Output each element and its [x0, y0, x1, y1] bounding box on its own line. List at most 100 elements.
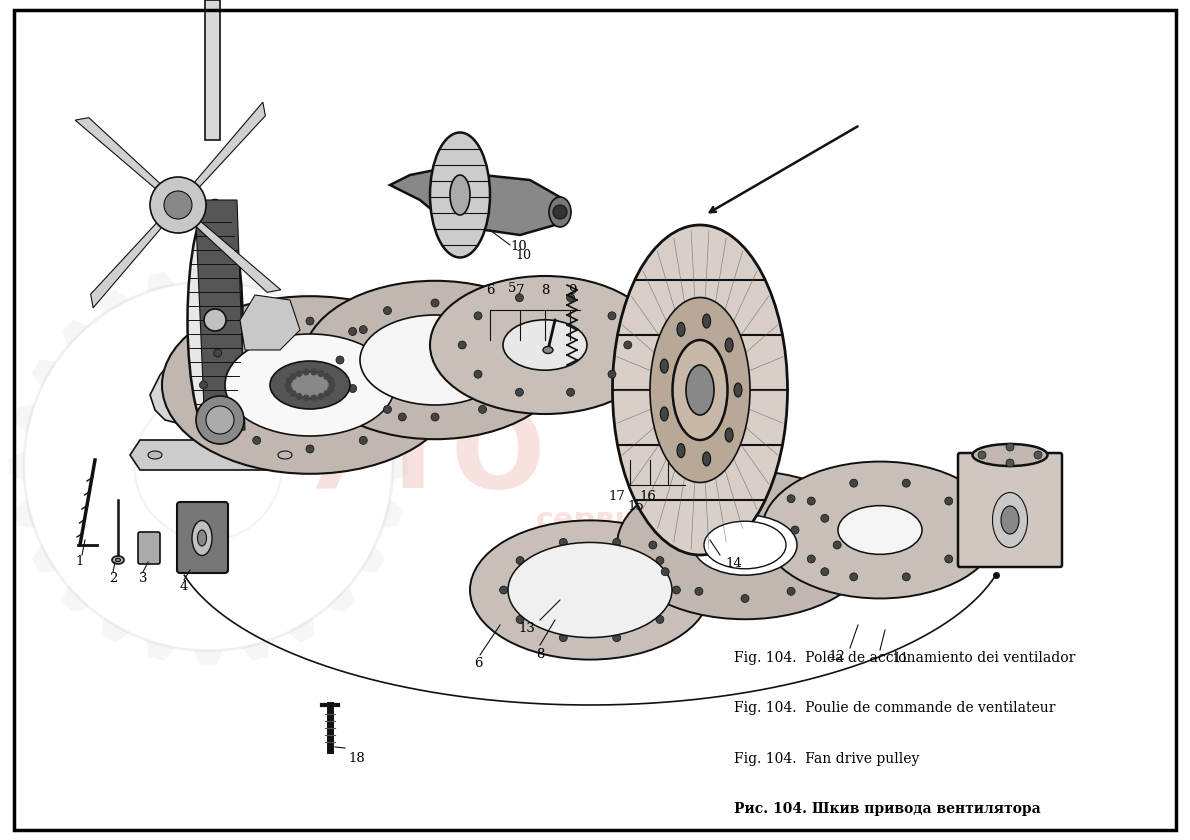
Polygon shape [184, 211, 281, 292]
Circle shape [945, 497, 953, 505]
Ellipse shape [470, 521, 710, 659]
Ellipse shape [115, 559, 120, 562]
Ellipse shape [725, 338, 733, 352]
Ellipse shape [613, 225, 788, 555]
Circle shape [286, 386, 293, 393]
Circle shape [318, 393, 325, 400]
Circle shape [500, 586, 508, 594]
Text: 2: 2 [108, 572, 117, 585]
Polygon shape [242, 640, 270, 661]
Ellipse shape [543, 346, 553, 354]
Circle shape [559, 633, 568, 642]
Ellipse shape [198, 530, 207, 546]
Circle shape [302, 395, 309, 402]
Polygon shape [101, 290, 129, 314]
Polygon shape [32, 545, 56, 573]
Circle shape [302, 369, 309, 375]
Circle shape [656, 557, 664, 564]
Circle shape [741, 595, 749, 602]
Ellipse shape [112, 556, 124, 564]
Polygon shape [361, 360, 384, 387]
Circle shape [289, 373, 296, 380]
Polygon shape [393, 451, 407, 481]
Polygon shape [10, 451, 24, 481]
Circle shape [649, 541, 657, 549]
Text: 8: 8 [536, 648, 544, 661]
Polygon shape [75, 118, 173, 199]
Ellipse shape [196, 396, 244, 444]
Polygon shape [361, 545, 384, 573]
Ellipse shape [503, 320, 587, 370]
Polygon shape [184, 102, 265, 199]
Circle shape [553, 205, 566, 219]
Text: Рис. 104. Шкив привода вентилятора: Рис. 104. Шкив привода вентилятора [734, 802, 1041, 816]
Polygon shape [288, 290, 315, 314]
Text: 13: 13 [518, 622, 536, 635]
FancyBboxPatch shape [138, 532, 159, 564]
Ellipse shape [225, 334, 395, 436]
Text: 6: 6 [474, 657, 482, 670]
Text: 9: 9 [568, 284, 576, 297]
Circle shape [431, 413, 439, 421]
Ellipse shape [992, 492, 1027, 548]
Ellipse shape [192, 521, 212, 555]
Text: 6: 6 [486, 284, 494, 297]
Ellipse shape [162, 297, 458, 474]
Circle shape [566, 294, 575, 302]
Polygon shape [150, 325, 284, 425]
Circle shape [214, 413, 221, 421]
Circle shape [200, 381, 207, 389]
Text: 16: 16 [639, 490, 657, 503]
Polygon shape [146, 640, 175, 661]
Circle shape [295, 370, 302, 377]
Circle shape [850, 479, 858, 487]
Text: 14: 14 [725, 557, 741, 570]
Ellipse shape [677, 444, 685, 458]
Polygon shape [242, 271, 270, 292]
Circle shape [662, 568, 669, 575]
Circle shape [383, 406, 392, 413]
Circle shape [672, 586, 681, 594]
Ellipse shape [1001, 506, 1019, 534]
Text: Fig. 104.  Poulie de commande de ventilateur: Fig. 104. Poulie de commande de ventilat… [734, 701, 1056, 716]
Circle shape [359, 326, 368, 333]
Circle shape [662, 514, 669, 522]
Polygon shape [382, 500, 402, 528]
Circle shape [516, 616, 524, 623]
Polygon shape [327, 585, 355, 612]
Polygon shape [240, 295, 300, 350]
Circle shape [399, 349, 406, 357]
Ellipse shape [650, 297, 750, 482]
Text: 7: 7 [515, 284, 525, 297]
Circle shape [695, 495, 703, 502]
Polygon shape [101, 618, 129, 643]
Circle shape [516, 557, 524, 564]
Text: Fig. 104.  Fan drive pulley: Fig. 104. Fan drive pulley [734, 752, 920, 766]
Polygon shape [130, 440, 311, 470]
Ellipse shape [762, 461, 998, 598]
Circle shape [608, 370, 616, 378]
Ellipse shape [206, 406, 234, 434]
Ellipse shape [693, 515, 797, 575]
Polygon shape [195, 200, 245, 430]
Ellipse shape [303, 281, 566, 439]
Ellipse shape [270, 361, 350, 409]
Circle shape [295, 393, 302, 400]
Ellipse shape [677, 323, 685, 336]
Ellipse shape [549, 197, 571, 227]
Circle shape [962, 526, 969, 534]
Circle shape [399, 413, 406, 421]
Text: 5: 5 [508, 282, 516, 295]
Circle shape [164, 191, 192, 219]
Circle shape [821, 568, 828, 575]
Ellipse shape [430, 276, 660, 414]
Circle shape [252, 436, 261, 444]
Circle shape [1006, 459, 1014, 467]
Circle shape [413, 381, 420, 389]
Circle shape [383, 307, 392, 315]
Text: сервис: сервис [536, 507, 654, 535]
Ellipse shape [672, 340, 727, 440]
Circle shape [431, 299, 439, 307]
Circle shape [945, 555, 953, 563]
Circle shape [324, 390, 331, 397]
